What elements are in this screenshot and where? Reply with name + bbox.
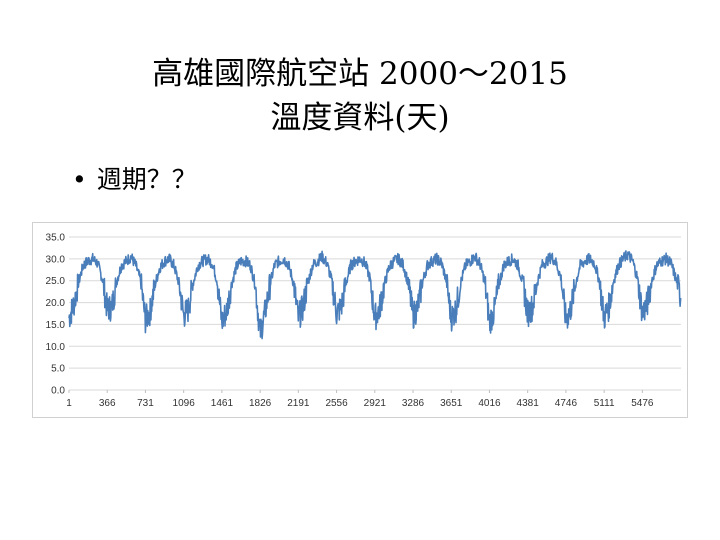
x-tick-label: 2921 <box>364 398 387 409</box>
x-tick-label: 4381 <box>517 398 540 409</box>
y-tick-label: 25.0 <box>46 276 66 287</box>
y-tick-label: 0.0 <box>51 386 65 397</box>
x-tick-label: 731 <box>137 398 154 409</box>
y-tick-label: 15.0 <box>46 320 66 331</box>
y-tick-label: 30.0 <box>46 254 66 265</box>
bullet-item: • 週期？？ <box>72 160 197 196</box>
bullet-dot-icon: • <box>72 165 87 194</box>
x-tick-label: 1 <box>66 398 72 409</box>
temperature-series-line <box>68 250 682 340</box>
y-tick-label: 5.0 <box>51 364 65 375</box>
x-tick-label: 4746 <box>555 398 578 409</box>
x-tick-label: 1826 <box>249 398 272 409</box>
y-tick-label: 10.0 <box>46 342 66 353</box>
x-tick-label: 5111 <box>594 398 615 409</box>
slide-title-line1: 高雄國際航空站 2000～2015 <box>152 56 568 92</box>
x-tick-label: 5476 <box>631 398 654 409</box>
slide-title: 高雄國際航空站 2000～2015 溫度資料(天) <box>0 52 720 140</box>
x-tick-label: 3651 <box>440 398 463 409</box>
temperature-line-chart: 0.0 5.0 10.0 15.0 20.0 25.0 30.0 35.0 1 366 731 109… <box>46 233 682 409</box>
y-tick-label: 20.0 <box>46 298 66 309</box>
bullet-text: 週期？？ <box>96 165 197 194</box>
x-tick-label: 2191 <box>287 398 310 409</box>
x-tick-label: 1096 <box>173 398 196 409</box>
x-tick-label: 2556 <box>325 398 348 409</box>
x-tick-label: 3286 <box>402 398 425 409</box>
x-tick-label: 366 <box>99 398 116 409</box>
slide-title-line2: 溫度資料(天) <box>270 100 450 136</box>
y-tick-label: 35.0 <box>46 233 66 244</box>
x-tick-label: 4016 <box>478 398 501 409</box>
chart-container: 0.0 5.0 10.0 15.0 20.0 25.0 30.0 35.0 1 366 731 109… <box>32 222 688 418</box>
x-tick-label: 1461 <box>211 398 234 409</box>
